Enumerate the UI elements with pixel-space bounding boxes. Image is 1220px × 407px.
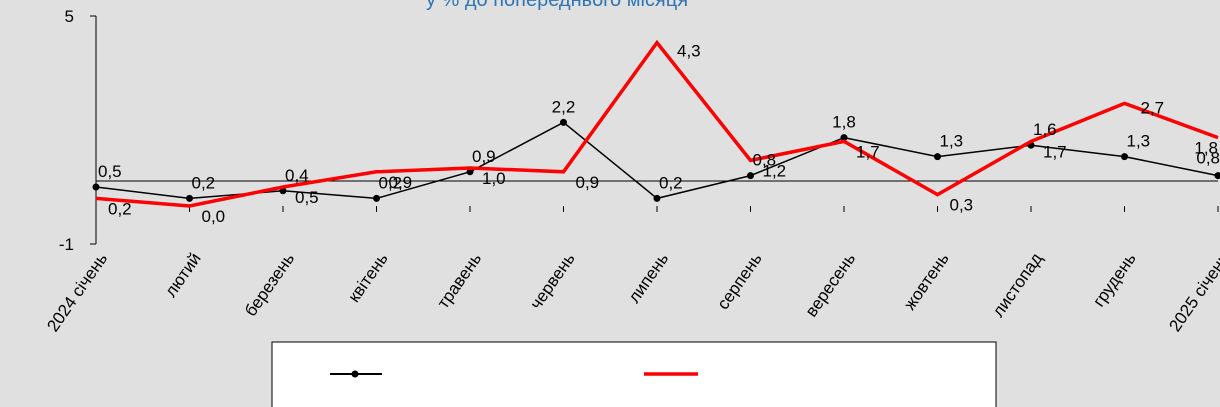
data-label-series-1: 0,2 <box>379 173 403 192</box>
series-1-point <box>560 118 567 126</box>
y-ticks: -1 5 <box>59 7 96 254</box>
data-label-series-2: 1,0 <box>482 169 506 188</box>
data-label-series-1: 2,2 <box>552 97 576 116</box>
x-tick-label: жовтень <box>900 249 953 313</box>
series-1-point <box>934 153 941 161</box>
series-layer <box>92 39 1220 208</box>
data-label-series-2: 4,3 <box>677 42 701 61</box>
x-tick-label: травень <box>433 249 485 312</box>
series-1-point <box>653 194 661 202</box>
x-tick-label: вересень <box>802 249 860 320</box>
data-label-series-1: 0,5 <box>98 162 122 181</box>
y-tick-label: 5 <box>65 7 74 26</box>
series-1-point <box>466 168 474 176</box>
x-tick-label: лютий <box>161 249 205 300</box>
legend-marker-series-1 <box>351 370 359 378</box>
data-label-series-2: 1,7 <box>856 142 880 161</box>
data-label-series-1: 0,4 <box>285 166 309 185</box>
data-label-series-1: 0,2 <box>659 173 683 192</box>
data-label-series-1: 1,8 <box>832 113 856 132</box>
series-1-point <box>1214 172 1220 180</box>
series-1-point <box>747 172 754 180</box>
x-tick-label: грудень <box>1089 249 1140 310</box>
x-tick-label: 2024 січень <box>43 249 111 335</box>
data-labels: 0,50,2 0,4 0,20,92,20,20,81,81,31,61,30,80… <box>98 42 1220 226</box>
series-1-point <box>373 194 380 202</box>
series-1-point <box>186 194 193 202</box>
x-tick-label: липень <box>624 249 672 306</box>
data-label-series-2: 0,9 <box>576 173 600 192</box>
x-tick-label: червень <box>526 249 579 313</box>
legend <box>271 341 997 407</box>
data-label-series-1: 0,9 <box>472 147 496 166</box>
data-label-series-2: 0,2 <box>108 199 132 218</box>
x-tick-label: листопад <box>989 249 1047 320</box>
data-label-series-2: 0,3 <box>950 196 974 215</box>
data-label-series-2: 1,2 <box>763 161 787 180</box>
x-tick-label: березень <box>241 249 298 320</box>
data-label-series-2: 1,8 <box>1194 139 1218 158</box>
data-label-series-2: 0,5 <box>295 188 319 207</box>
x-tick-label: квітень <box>344 249 392 306</box>
x-tick-label: 2025 січень <box>1165 249 1220 335</box>
data-label-series-1: 1,6 <box>1033 120 1057 139</box>
data-label-series-2: 0,9 <box>389 173 413 192</box>
y-tick-label: -1 <box>59 235 74 254</box>
series-1-point <box>840 134 848 142</box>
data-label-series-1: 1,3 <box>940 132 964 151</box>
series-1-point <box>92 183 100 191</box>
series-1-point <box>1121 153 1128 161</box>
data-label-series-2: 1,7 <box>1043 142 1067 161</box>
series-2-line <box>95 39 1219 208</box>
x-tick-label: серпень <box>713 249 766 313</box>
data-label-series-2: 2,7 <box>1141 98 1165 117</box>
legend-box <box>271 341 997 407</box>
chart-subtitle: у % до попереднього місяця <box>426 0 688 11</box>
data-label-series-2: 0,0 <box>202 207 226 226</box>
data-label-series-1: 0,8 <box>1196 149 1220 168</box>
data-label-series-1: 0,2 <box>192 173 216 192</box>
data-label-series-1: 0,8 <box>753 151 777 170</box>
data-label-series-1: 1,3 <box>1127 132 1151 151</box>
